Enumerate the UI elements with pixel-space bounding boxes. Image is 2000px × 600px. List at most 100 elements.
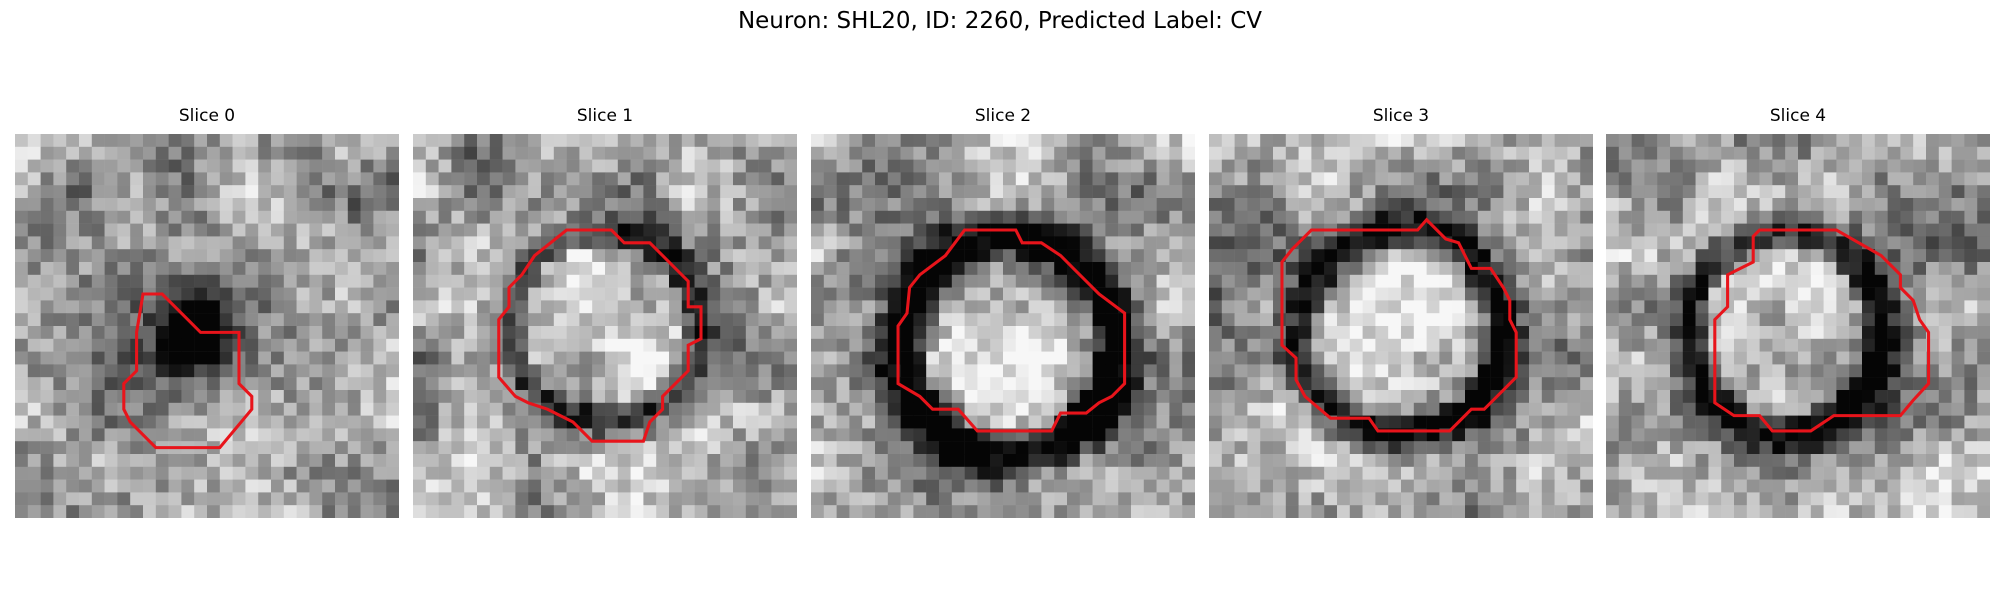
pixel bbox=[1670, 492, 1684, 506]
pixel bbox=[1209, 223, 1223, 237]
pixel bbox=[1721, 377, 1735, 391]
pixel bbox=[1118, 479, 1132, 493]
pixel bbox=[1938, 210, 1952, 224]
pixel bbox=[1490, 198, 1504, 212]
pixel bbox=[258, 146, 272, 160]
pixel bbox=[1324, 236, 1338, 250]
pixel bbox=[1554, 466, 1568, 480]
pixel bbox=[79, 185, 93, 199]
pixel bbox=[669, 236, 683, 250]
pixel bbox=[1003, 159, 1017, 173]
pixel bbox=[155, 172, 169, 186]
pixel bbox=[1324, 402, 1338, 416]
pixel bbox=[1028, 274, 1042, 288]
pixel bbox=[1349, 390, 1363, 404]
pixel bbox=[1311, 146, 1325, 160]
pixel bbox=[53, 210, 67, 224]
pixel bbox=[271, 198, 285, 212]
pixel bbox=[1644, 313, 1658, 327]
pixel bbox=[1067, 415, 1081, 429]
pixel bbox=[1657, 441, 1671, 455]
pixel bbox=[296, 262, 310, 276]
pixel bbox=[464, 492, 478, 506]
pixel bbox=[207, 479, 221, 493]
pixel bbox=[1234, 492, 1248, 506]
pixel bbox=[1041, 198, 1055, 212]
pixel bbox=[360, 454, 374, 468]
pixel bbox=[656, 198, 670, 212]
pixel bbox=[1209, 300, 1223, 314]
pixel bbox=[849, 146, 863, 160]
pixel bbox=[117, 351, 131, 365]
pixel bbox=[771, 351, 785, 365]
pixel bbox=[207, 454, 221, 468]
pixel bbox=[271, 402, 285, 416]
pixel bbox=[1169, 198, 1183, 212]
pixel bbox=[836, 223, 850, 237]
pixel bbox=[656, 287, 670, 301]
pixel bbox=[681, 185, 695, 199]
pixel bbox=[939, 390, 953, 404]
pixel bbox=[1618, 415, 1632, 429]
pixel bbox=[1465, 441, 1479, 455]
pixel bbox=[168, 172, 182, 186]
pixel bbox=[579, 454, 593, 468]
pixel bbox=[1657, 402, 1671, 416]
pixel bbox=[1926, 172, 1940, 186]
pixel bbox=[1349, 505, 1363, 518]
pixel bbox=[1234, 338, 1248, 352]
pixel bbox=[181, 249, 195, 263]
pixel bbox=[900, 262, 914, 276]
pixel bbox=[1221, 351, 1235, 365]
pixel bbox=[1362, 185, 1376, 199]
pixel bbox=[1618, 287, 1632, 301]
pixel bbox=[1541, 364, 1555, 378]
pixel bbox=[579, 287, 593, 301]
pixel bbox=[1682, 415, 1696, 429]
pixel bbox=[1209, 262, 1223, 276]
pixel bbox=[1708, 479, 1722, 493]
pixel bbox=[1836, 505, 1850, 518]
pixel bbox=[849, 300, 863, 314]
pixel bbox=[1657, 159, 1671, 173]
pixel bbox=[1849, 402, 1863, 416]
pixel bbox=[1746, 441, 1760, 455]
pixel bbox=[528, 466, 542, 480]
pixel bbox=[1516, 377, 1530, 391]
pixel bbox=[1900, 185, 1914, 199]
pixel bbox=[1156, 236, 1170, 250]
pixel bbox=[1849, 390, 1863, 404]
pixel bbox=[1977, 402, 1990, 416]
pixel bbox=[1554, 402, 1568, 416]
pixel bbox=[1554, 210, 1568, 224]
pixel bbox=[258, 505, 272, 518]
pixel bbox=[541, 338, 555, 352]
pixel bbox=[733, 428, 747, 442]
pixel bbox=[53, 159, 67, 173]
pixel bbox=[745, 377, 759, 391]
pixel bbox=[1695, 415, 1709, 429]
pixel bbox=[1823, 377, 1837, 391]
pixel bbox=[1375, 479, 1389, 493]
pixel bbox=[1746, 505, 1760, 518]
pixel bbox=[1862, 338, 1876, 352]
pixel bbox=[1849, 210, 1863, 224]
pixel bbox=[1273, 441, 1287, 455]
pixel bbox=[464, 223, 478, 237]
pixel bbox=[1708, 492, 1722, 506]
pixel bbox=[1349, 210, 1363, 224]
pixel bbox=[1413, 146, 1427, 160]
pixel bbox=[1209, 415, 1223, 429]
pixel bbox=[1426, 415, 1440, 429]
pixel bbox=[1874, 210, 1888, 224]
pixel bbox=[1682, 441, 1696, 455]
pixel bbox=[1465, 505, 1479, 518]
pixel bbox=[1337, 287, 1351, 301]
pixel bbox=[53, 338, 67, 352]
pixel bbox=[309, 428, 323, 442]
pixel bbox=[1798, 338, 1812, 352]
pixel bbox=[489, 479, 503, 493]
pixel bbox=[1273, 415, 1287, 429]
pixel bbox=[939, 364, 953, 378]
pixel bbox=[758, 210, 772, 224]
